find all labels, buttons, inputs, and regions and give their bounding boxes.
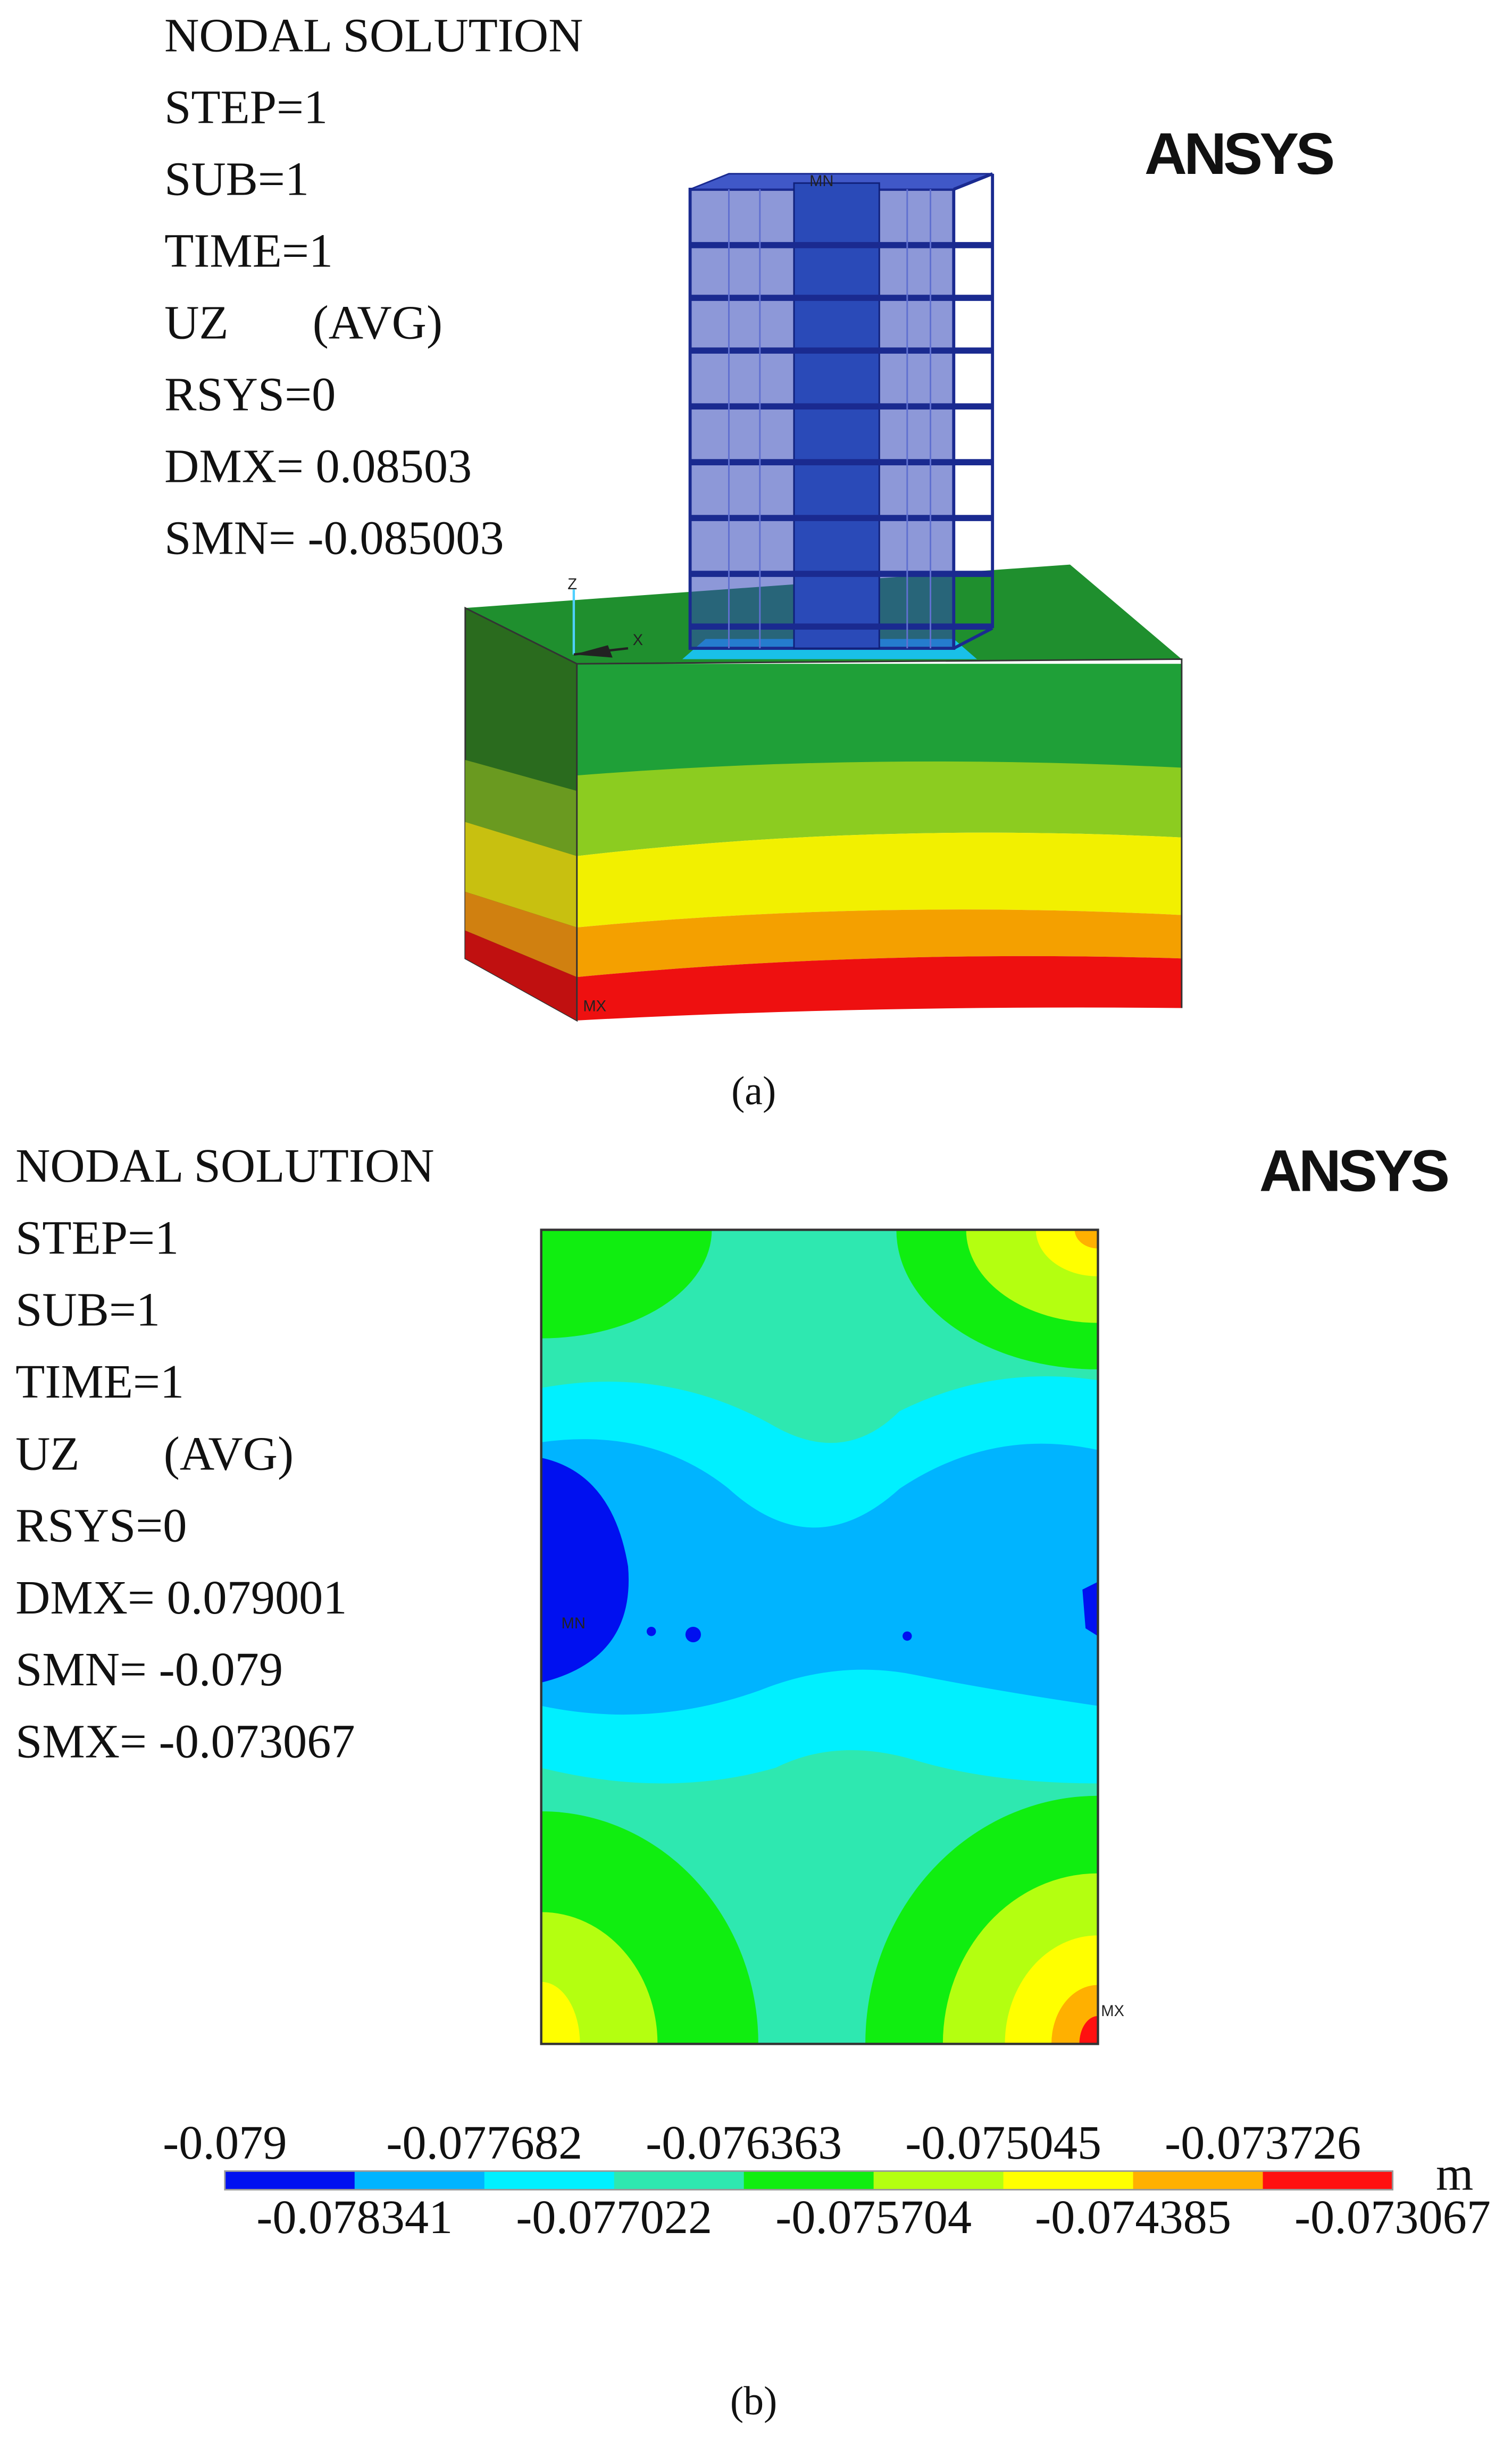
legend-label: -0.073067: [1294, 2190, 1491, 2244]
min-marker: MN: [562, 1615, 586, 1632]
max-marker: MX: [1101, 2003, 1124, 2020]
info-line: RSYS=0: [164, 367, 336, 421]
legend-swatch: [1263, 2171, 1393, 2190]
info-line: SMN= -0.079: [15, 1642, 283, 1696]
legend-label: -0.079: [163, 2116, 287, 2169]
corner-top-left-part: [541, 1230, 712, 1339]
legend-swatch: [1133, 2171, 1264, 2190]
corner-top-right-part: [1074, 1230, 1098, 1249]
legend-label: -0.074385: [1035, 2190, 1231, 2244]
info-line: STEP=1: [15, 1210, 179, 1264]
info-line: UZ (AVG): [164, 295, 442, 349]
building-part: [953, 172, 993, 191]
legend-bar: [224, 2170, 1393, 2191]
caption: (a): [731, 1068, 776, 1113]
info-line: TIME=1: [164, 223, 333, 277]
corner-bottom-left: [541, 1811, 758, 2044]
soil-block-part: [577, 761, 1182, 856]
soil-block-part: [465, 822, 577, 927]
info-line: RSYS=0: [15, 1499, 187, 1552]
soil-block-part: [576, 658, 1183, 1021]
spots-part: [646, 1626, 656, 1636]
info-line: STEP=1: [164, 80, 328, 133]
legend-label: -0.073726: [1165, 2116, 1361, 2169]
legend-swatch: [484, 2171, 615, 2190]
caption: (b): [730, 2379, 777, 2423]
building-part: [728, 189, 931, 649]
legend-frame: [224, 2170, 1393, 2191]
corner-top-right: [896, 1230, 1098, 1369]
building-part: [793, 182, 880, 649]
axis-label: Z: [567, 576, 577, 593]
contour-plot-part: [1082, 1582, 1098, 1636]
max-marker: MX: [583, 998, 606, 1015]
legend-label: -0.078341: [256, 2190, 453, 2244]
corner-bottom-right-part: [1079, 2016, 1098, 2044]
info-line: NODAL SOLUTION: [15, 1139, 434, 1192]
legend-label: -0.076363: [646, 2116, 842, 2169]
soil-block-part: [465, 930, 577, 1021]
legend-swatch: [1003, 2171, 1134, 2190]
logo: ANSYS: [1259, 1139, 1448, 1204]
spots-part: [903, 1631, 912, 1641]
contour-plot-part: [541, 1439, 1098, 1715]
spots: [646, 1626, 912, 1643]
legend-unit: m: [1436, 2146, 1473, 2200]
soil-block: [464, 564, 1183, 1022]
contour-plot: [541, 1230, 1098, 2044]
legend-swatch: [354, 2171, 486, 2190]
legend-swatch: [873, 2171, 1005, 2190]
building: [682, 172, 995, 659]
axis-label: X: [633, 632, 643, 649]
info-line: UZ (AVG): [15, 1426, 294, 1480]
corner-top-left: [541, 1230, 712, 1339]
logo: ANSYS: [1145, 121, 1333, 187]
soil-block-part: [577, 956, 1182, 1021]
legend-label: -0.075704: [775, 2190, 972, 2244]
legend-swatch: [744, 2171, 875, 2190]
corner-bottom-left-part: [541, 1982, 580, 2044]
soil-block-part: [577, 909, 1182, 977]
corner-bottom-right: [865, 1795, 1098, 2044]
info-line: SMX= -0.073067: [15, 1714, 355, 1768]
soil-block-part: [465, 891, 577, 977]
legend-label: -0.077022: [516, 2190, 712, 2244]
info-line: DMX= 0.08503: [164, 439, 472, 492]
soil-block-part: [465, 759, 577, 856]
building-part: [690, 242, 993, 630]
legend-label: -0.075045: [905, 2116, 1101, 2169]
axis-triad: [572, 589, 629, 658]
info-line: NODAL SOLUTION: [164, 8, 583, 62]
building-part: [953, 626, 993, 650]
contour-plot-part: [541, 1458, 629, 1683]
info-line: SUB=1: [164, 152, 309, 205]
legend-swatch: [614, 2171, 745, 2190]
info-line: SUB=1: [15, 1283, 160, 1336]
soil-block-part: [577, 832, 1182, 927]
plot-frame: [540, 1228, 1099, 2045]
spots-part: [685, 1626, 701, 1643]
min-marker: MN: [809, 173, 833, 190]
info-line: DMX= 0.079001: [15, 1570, 347, 1624]
legend-label: -0.077682: [386, 2116, 582, 2169]
info-line: SMN= -0.085003: [164, 511, 504, 564]
info-line: TIME=1: [15, 1355, 184, 1408]
axis-triad-part: [573, 645, 613, 658]
legend-swatch: [224, 2171, 356, 2190]
